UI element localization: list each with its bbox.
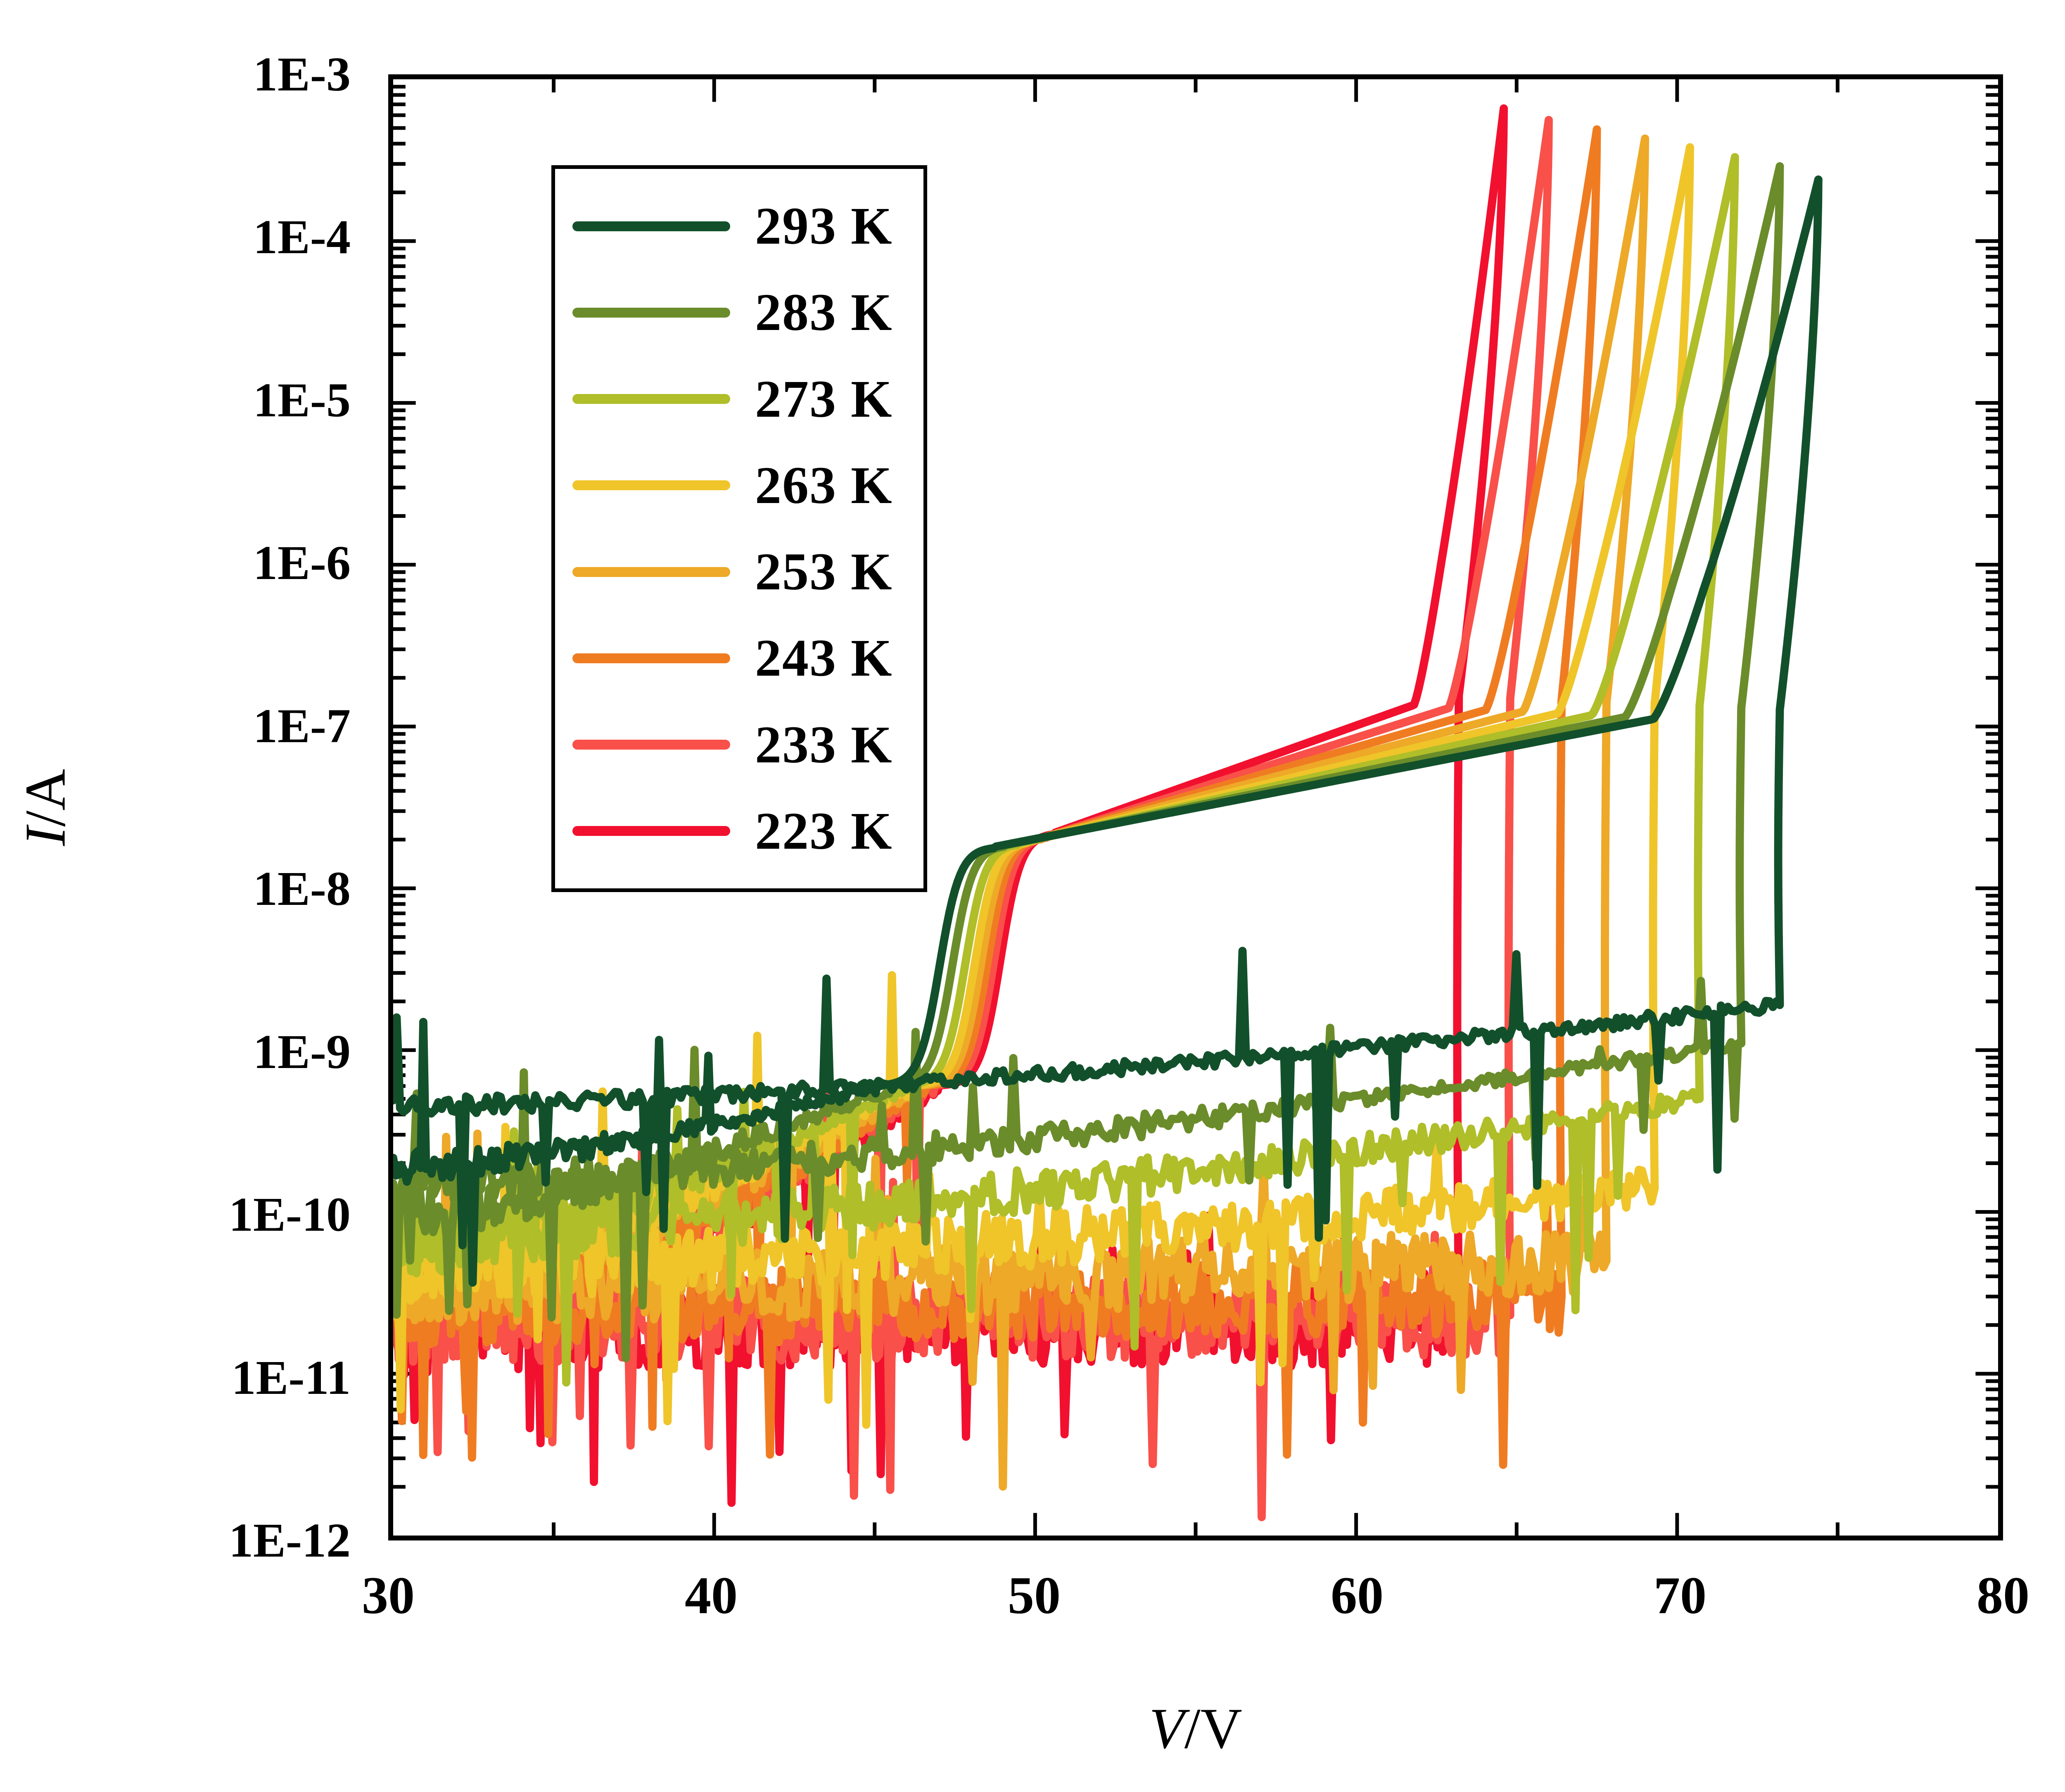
- legend-item-label: 273 K: [755, 369, 893, 428]
- legend-item-233-k[interactable]: 233 K: [555, 705, 923, 784]
- legend-swatch-icon: [572, 480, 730, 491]
- y-tick-1E-4: 1E-4: [253, 210, 351, 264]
- y-tick-1E-8: 1E-8: [253, 862, 351, 916]
- legend-swatch-icon: [572, 740, 730, 750]
- reverse-sweep-curve: [393, 143, 1694, 1429]
- x-axis-unit: /V: [1184, 1697, 1242, 1761]
- legend-item-243-k[interactable]: 243 K: [555, 619, 923, 698]
- legend-item-label: 223 K: [755, 801, 893, 860]
- legend-swatch-icon: [572, 394, 730, 404]
- y-axis-title: I/A: [12, 769, 79, 846]
- legend-swatch-icon: [572, 307, 730, 318]
- reverse-sweep-curve: [393, 175, 1823, 1250]
- legend-item-263-k[interactable]: 263 K: [555, 446, 923, 525]
- legend-item-283-k[interactable]: 283 K: [555, 273, 923, 352]
- x-axis-variable: V: [1149, 1697, 1184, 1761]
- x-tick-50: 50: [1008, 1566, 1061, 1625]
- legend-item-label: 233 K: [755, 715, 893, 774]
- legend-item-223-k[interactable]: 223 K: [555, 792, 923, 870]
- x-tick-60: 60: [1331, 1566, 1384, 1625]
- y-tick-1E-9: 1E-9: [253, 1024, 351, 1079]
- y-tick-1E-12: 1E-12: [229, 1513, 351, 1567]
- legend-item-293-k[interactable]: 293 K: [555, 187, 923, 266]
- y-axis-unit: /A: [13, 769, 78, 827]
- legend-swatch-icon: [572, 567, 730, 577]
- legend-item-label: 243 K: [755, 629, 893, 688]
- legend-swatch-icon: [572, 221, 730, 231]
- y-tick-1E-10: 1E-10: [229, 1187, 351, 1242]
- legend-item-label: 253 K: [755, 542, 893, 601]
- reverse-sweep-curve: [393, 134, 1650, 1491]
- reverse-sweep-curve: [393, 162, 1784, 1362]
- y-tick-1E-6: 1E-6: [253, 536, 351, 590]
- legend-swatch-icon: [572, 653, 730, 663]
- x-tick-80: 80: [1977, 1566, 2029, 1625]
- x-axis-title: V/V: [1149, 1695, 1242, 1762]
- y-tick-1E-3: 1E-3: [253, 47, 351, 101]
- legend-swatch-icon: [572, 826, 730, 836]
- legend-item-label: 283 K: [755, 283, 893, 342]
- series-243-k: [393, 125, 1601, 1469]
- forward-sweep-curve: [393, 175, 1823, 1287]
- legend-item-253-k[interactable]: 253 K: [555, 533, 923, 611]
- y-tick-1E-5: 1E-5: [253, 373, 351, 427]
- x-tick-40: 40: [685, 1566, 738, 1625]
- data-curves-layer: [393, 79, 1998, 1536]
- reverse-sweep-curve: [393, 125, 1601, 1469]
- y-tick-1E-7: 1E-7: [253, 698, 351, 753]
- reverse-sweep-curve: [393, 153, 1739, 1387]
- y-tick-1E-11: 1E-11: [231, 1350, 351, 1405]
- series-293-k: [393, 175, 1823, 1287]
- legend-item-273-k[interactable]: 273 K: [555, 360, 923, 438]
- x-tick-30: 30: [362, 1566, 415, 1625]
- legend-item-label: 293 K: [755, 197, 893, 256]
- y-axis-variable: I: [13, 826, 78, 846]
- legend: 293 K 283 K 273 K 263 K 253 K 243 K 233 K 223 K: [551, 165, 927, 892]
- legend-item-label: 263 K: [755, 456, 893, 515]
- x-tick-70: 70: [1654, 1566, 1707, 1625]
